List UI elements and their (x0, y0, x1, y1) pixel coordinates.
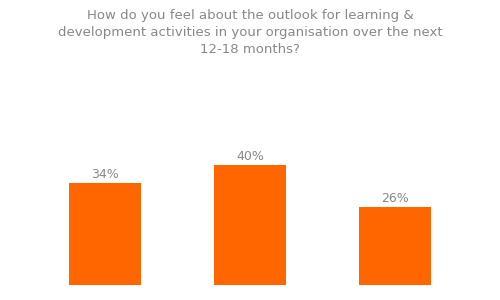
Text: 26%: 26% (382, 192, 409, 205)
Text: How do you feel about the outlook for learning &
development activities in your : How do you feel about the outlook for le… (58, 9, 442, 56)
Text: 40%: 40% (236, 150, 264, 163)
Bar (359, 207, 432, 285)
Text: 34%: 34% (91, 168, 118, 181)
Bar (214, 165, 286, 285)
Bar (68, 183, 141, 285)
